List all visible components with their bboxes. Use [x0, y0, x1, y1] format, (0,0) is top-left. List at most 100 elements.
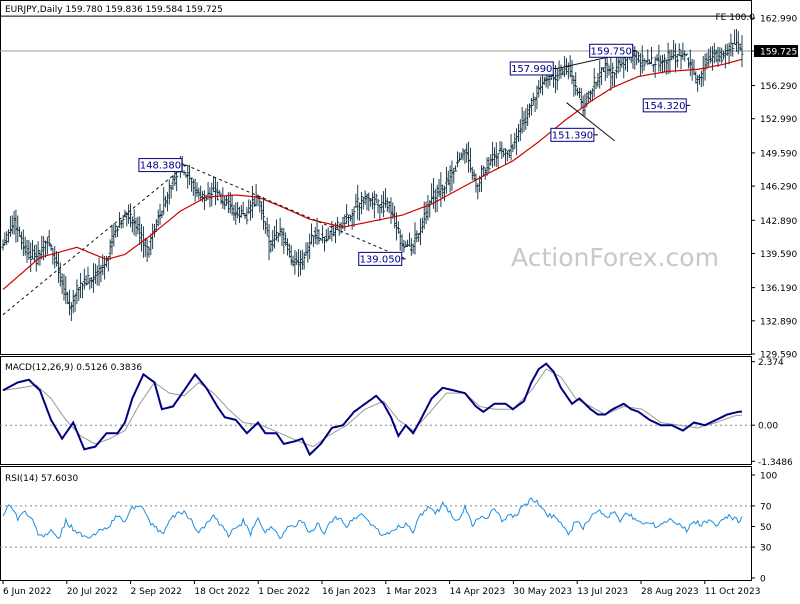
price-bar	[725, 43, 729, 56]
price-bar	[97, 257, 101, 286]
price-bar	[354, 193, 358, 208]
price-bar	[529, 97, 533, 116]
ohlc-values: 159.780 159.836 159.584 159.725	[65, 5, 222, 15]
price-bar	[160, 210, 164, 219]
price-bar	[716, 46, 720, 67]
price-bar	[559, 64, 563, 79]
price-bar	[661, 54, 665, 74]
price-bar	[400, 234, 404, 252]
price-bar	[480, 165, 484, 193]
price-bar	[452, 167, 456, 184]
price-bar	[714, 49, 718, 63]
price-bar	[594, 81, 598, 90]
price-bar	[75, 279, 79, 305]
price-bar	[302, 251, 306, 270]
price-bar	[380, 194, 384, 214]
price-bar	[167, 179, 171, 205]
price-annotation: 151.390	[550, 127, 598, 142]
price-bar	[537, 79, 541, 98]
price-bar	[531, 92, 535, 106]
price-bar	[535, 85, 539, 110]
price-bar	[241, 201, 245, 215]
price-axis: 162.990 159.725 156.290 152.990 149.590 146.2…	[751, 15, 798, 361]
macd-title: MACD(12,26,9) 0.5126 0.3836	[5, 363, 142, 373]
svg-text:139.050: 139.050	[360, 254, 401, 265]
macd-panel	[0, 356, 752, 465]
rsi-tick-label: 0	[760, 575, 766, 585]
price-bar	[491, 141, 495, 168]
price-bar	[435, 184, 439, 212]
price-bar	[267, 224, 271, 261]
price-bar	[635, 51, 639, 66]
price-bar	[446, 170, 450, 186]
price-bar	[141, 226, 145, 258]
price-bar	[407, 232, 411, 247]
price-bar	[622, 57, 626, 79]
price-bar	[68, 289, 72, 316]
price-tick-label: 142.890	[760, 217, 797, 227]
price-bar	[343, 214, 347, 231]
rsi-panel	[0, 466, 752, 581]
svg-text:154.320: 154.320	[644, 101, 685, 112]
price-bar	[245, 207, 249, 225]
rsi-tick-label: 70	[760, 502, 772, 512]
price-bar	[271, 229, 275, 252]
price-bar	[265, 217, 269, 236]
svg-text:151.390: 151.390	[552, 130, 593, 141]
price-bar	[450, 160, 454, 191]
price-bar	[420, 217, 424, 234]
price-bar	[428, 200, 432, 218]
price-tick-label: 162.990	[760, 15, 797, 25]
x-tick-label: 2 Sep 2022	[131, 587, 182, 597]
price-bar	[679, 50, 683, 70]
price-bar	[576, 87, 580, 96]
price-bar	[249, 200, 253, 221]
price-bar	[289, 245, 293, 266]
price-bar	[422, 201, 426, 230]
price-bar	[513, 132, 517, 149]
rsi-tick-label: 50	[760, 523, 772, 533]
price-bar	[239, 205, 243, 218]
x-tick-label: 6 Jun 2022	[3, 587, 51, 597]
price-bar	[465, 143, 469, 163]
price-bar	[32, 245, 36, 263]
price-bar	[73, 294, 77, 312]
price-bar	[542, 76, 546, 86]
price-bar	[112, 223, 116, 247]
price-bar	[590, 88, 594, 102]
price-bar	[611, 62, 615, 87]
price-bar	[561, 67, 565, 76]
x-tick-label: 13 Jul 2023	[577, 587, 628, 597]
price-bar	[88, 277, 92, 290]
price-bar	[637, 51, 641, 63]
price-bar	[572, 75, 576, 97]
price-bar	[389, 197, 393, 224]
price-bar	[649, 46, 653, 65]
price-bar	[310, 223, 314, 245]
macd-line	[2, 362, 743, 457]
price-bar	[165, 191, 169, 212]
price-bar	[19, 231, 23, 250]
price-bar	[489, 154, 493, 166]
price-bar	[609, 57, 613, 91]
price-bar	[197, 187, 201, 200]
price-bar	[365, 193, 369, 211]
price-bar	[171, 175, 175, 190]
price-bar	[653, 56, 657, 78]
price-bar	[736, 31, 740, 55]
x-tick-label: 18 Oct 2022	[194, 587, 250, 597]
price-bar	[731, 43, 735, 57]
price-bar	[363, 190, 367, 205]
rsi-title: RSI(14) 57.6030	[5, 474, 78, 484]
price-bar	[274, 219, 278, 241]
price-bar	[494, 142, 498, 167]
x-tick-label: 1 Dec 2022	[258, 587, 310, 597]
watermark: ActionForex.com	[511, 243, 719, 272]
price-bar	[204, 195, 208, 201]
price-bar	[213, 177, 217, 206]
price-bar	[655, 54, 659, 62]
price-bar	[53, 245, 57, 269]
price-bar	[64, 276, 68, 305]
price-bar	[346, 214, 350, 227]
price-bar	[589, 90, 593, 101]
